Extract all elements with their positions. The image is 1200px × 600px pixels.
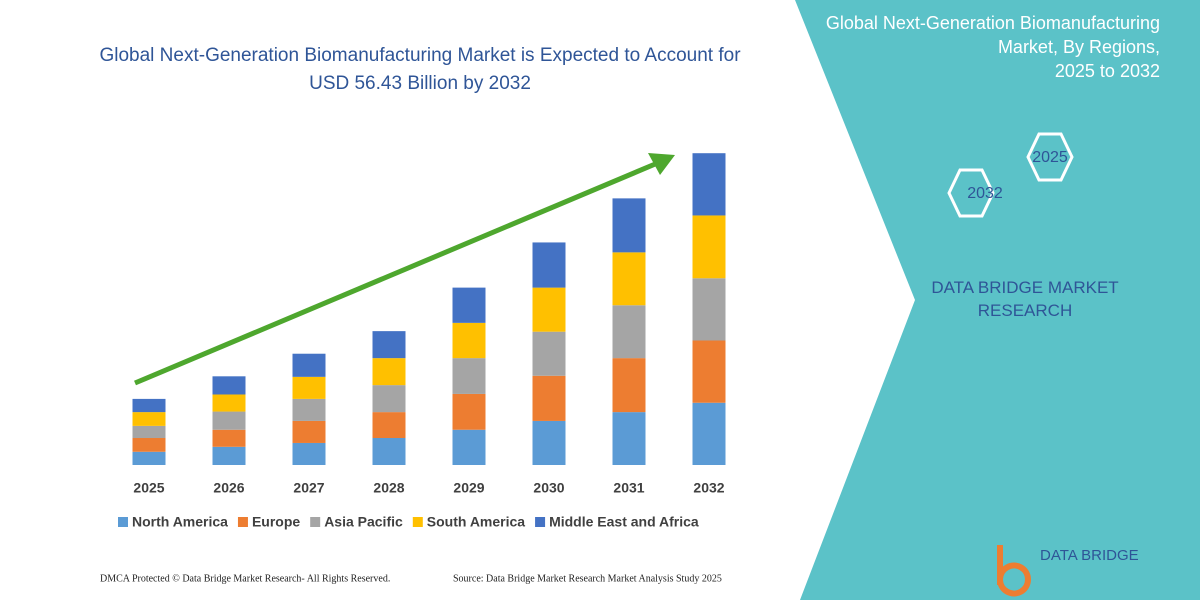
bar-segment (372, 412, 406, 439)
x-tick-label: 2027 (293, 480, 324, 496)
trend-arrow (134, 159, 661, 386)
x-tick-label: 2025 (133, 480, 164, 496)
bar-segment (612, 412, 646, 465)
x-tick-label: 2030 (533, 480, 564, 496)
x-tick-label: 2029 (453, 480, 484, 496)
bar-segment (372, 331, 406, 359)
bar-segment (452, 287, 486, 323)
bar-segment (612, 252, 646, 306)
x-tick-label: 2032 (693, 480, 724, 496)
bar-segment (452, 322, 486, 359)
bar-segment (292, 376, 326, 399)
logo-icon (997, 545, 1031, 597)
hexagon (947, 168, 995, 218)
bar-segment (532, 242, 566, 288)
arrow-head (648, 153, 675, 175)
bar-segment (212, 394, 246, 412)
logo-text: DATA BRIDGE (1040, 547, 1139, 564)
bar-segment (692, 340, 726, 403)
bar-segment (612, 358, 646, 413)
legend-swatch (237, 517, 248, 527)
bar-segment (212, 429, 246, 447)
bar-segment (292, 353, 326, 377)
hexagon (1026, 132, 1074, 182)
legend-swatch (412, 517, 423, 527)
bar-segment (132, 451, 166, 465)
bar-segment (692, 153, 726, 216)
bar-segment (532, 375, 566, 421)
bar-segment (132, 438, 166, 452)
chart-title: Global Next-Generation Biomanufacturing … (99, 45, 741, 94)
legend-label: Asia Pacific (324, 514, 403, 530)
bar-segment (692, 278, 726, 341)
bar-segment (212, 411, 246, 430)
bar-segment (372, 358, 406, 386)
x-tick-label: 2026 (213, 480, 244, 496)
bar-segment (132, 425, 166, 439)
bar-segment (292, 420, 326, 443)
x-tick-label: 2028 (373, 480, 404, 496)
bar-segment (532, 420, 566, 465)
bar-segment (372, 438, 406, 465)
brand: DATA BRIDGE MARKET RESEARCH (931, 278, 1119, 320)
footer-right: Source: Data Bridge Market Research Mark… (453, 573, 722, 584)
bar-segment (212, 376, 246, 395)
legend-label: Middle East and Africa (549, 514, 699, 530)
bar-segment (372, 385, 406, 413)
side-panel (795, 0, 1200, 600)
legend-swatch (118, 517, 128, 527)
footer-left: DMCA Protected © Data Bridge Market Rese… (100, 573, 390, 584)
legend-label: North America (132, 514, 228, 530)
bar-segment (132, 398, 166, 413)
legend-label: South America (427, 514, 525, 530)
bar-segment (212, 446, 246, 465)
bar-segment (292, 442, 326, 465)
legend-swatch (535, 517, 546, 527)
hex-label: 2032 (967, 185, 1003, 202)
bar-segment (692, 402, 726, 465)
bar-segment (612, 305, 646, 359)
bar-segment (532, 331, 566, 376)
bar-segment (132, 412, 166, 426)
bar-segment (692, 215, 726, 279)
bar-segment (452, 393, 486, 430)
panel-title: Global Next-Generation Biomanufacturing M… (826, 13, 1160, 81)
legend-label: Europe (252, 514, 300, 530)
legend-swatch (310, 517, 321, 527)
bar-segment (452, 358, 486, 394)
bar-segment (292, 398, 326, 421)
hex-label: 2025 (1032, 149, 1068, 166)
x-tick-label: 2031 (613, 480, 644, 496)
bar-segment (612, 198, 646, 253)
brand-box: DATA BRIDGE MARKET RESEARCH (931, 278, 1119, 320)
bar-segment (532, 287, 566, 332)
bar-segment (452, 429, 486, 465)
